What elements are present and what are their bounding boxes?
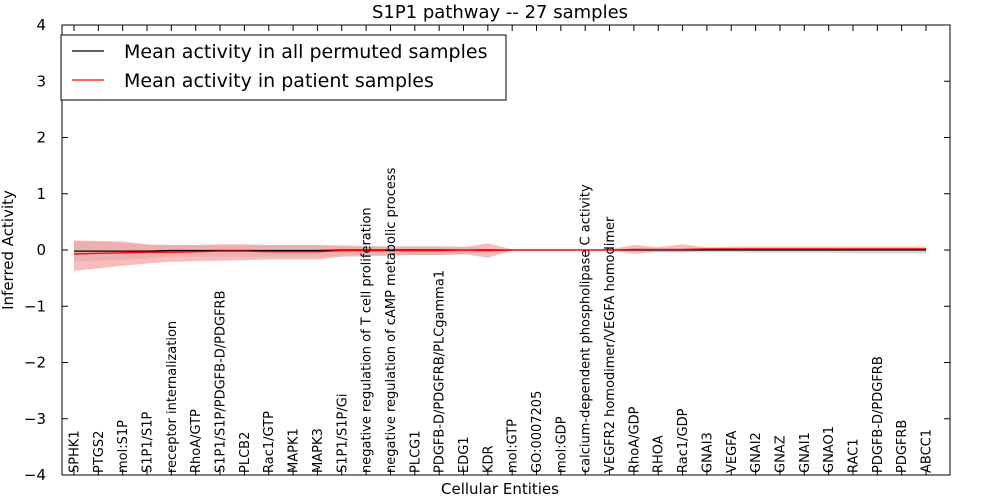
legend-label-patient: Mean activity in patient samples [124, 70, 434, 92]
x-tick-label: GNAZ [773, 435, 788, 473]
x-tick-label: VEGFR2 homodimer/VEGFA homodimer [603, 216, 618, 473]
x-tick-label: ABCC1 [920, 429, 935, 473]
x-tick-label: negative regulation of cAMP metabolic pr… [384, 167, 399, 473]
x-tick-label: RhoA/GTP [189, 409, 204, 473]
x-tick-label: PDGFB-D/PDGFRB [871, 356, 886, 473]
x-tick-label: S1P1/S1P/Gi [335, 394, 350, 473]
legend-label-permuted: Mean activity in all permuted samples [124, 41, 487, 63]
band-patient [74, 240, 926, 271]
x-tick-label: calcium-dependent phospholipase C activi… [579, 184, 594, 473]
x-tick-label: RhoA/GDP [627, 406, 642, 473]
x-tick-label: mol:S1P [116, 420, 131, 473]
x-axis-title: Cellular Entities [441, 480, 559, 498]
x-tick-label: Rac1/GDP [676, 408, 691, 473]
series-lines [73, 248, 926, 255]
y-tick-label: −2 [24, 354, 46, 372]
x-tick-label: PLCB2 [238, 432, 253, 473]
x-tick-label: GNAI3 [700, 432, 715, 473]
x-tick-label: negative regulation of T cell proliferat… [360, 207, 375, 473]
x-tick-label: mol:GTP [506, 419, 521, 473]
x-tick-label: MAPK3 [311, 428, 326, 473]
x-tick-label: SPHK1 [68, 430, 83, 473]
x-tick-label: EDG1 [457, 436, 472, 473]
x-tick-label: RAC1 [846, 438, 861, 473]
x-tick-label: PDGFRB [895, 420, 910, 473]
y-axis-title: Inferred Activity [0, 190, 17, 310]
confidence-bands [74, 240, 926, 271]
x-tick-label: S1P1/S1P/PDGFB-D/PDGFRB [214, 290, 229, 473]
x-tick-label: GNAO1 [822, 426, 837, 473]
x-tick-label: mol:GDP [554, 416, 569, 473]
legend: Mean activity in all permuted samples Me… [60, 34, 507, 101]
x-tick-label: GO:0007205 [530, 391, 545, 473]
x-tick-label: receptor internalization [165, 321, 180, 473]
x-axis: SPHK1 PTGS2 mol:S1P S1P1/S1P receptor intern… [68, 25, 935, 475]
x-tick-label: KDR [481, 445, 496, 473]
line-patient [73, 248, 926, 255]
chart-title: S1P1 pathway -- 27 samples [372, 2, 628, 23]
x-tick-label: MAPK1 [287, 428, 302, 473]
y-tick-label: 3 [36, 72, 46, 90]
x-tick-label: GNAI1 [798, 432, 813, 473]
y-axis: 4 3 2 1 0 −1 −2 −3 −4 [24, 16, 950, 484]
y-tick-label: 0 [36, 241, 46, 259]
y-tick-label: 4 [36, 16, 46, 34]
x-tick-label: PTGS2 [92, 431, 107, 473]
x-tick-label: VEGFA [725, 431, 740, 473]
x-tick-label: GNAI2 [749, 432, 764, 473]
x-tick-label: S1P1/S1P [141, 411, 156, 473]
y-tick-label: −3 [24, 410, 46, 428]
y-tick-label: −1 [24, 297, 46, 315]
x-tick-label: RHOA [652, 435, 667, 473]
legend-box [60, 34, 507, 101]
x-tick-label: Rac1/GTP [262, 411, 277, 473]
x-tick-label: PLCG1 [408, 430, 423, 473]
y-tick-label: 1 [36, 185, 46, 203]
y-tick-label: −4 [24, 466, 46, 484]
x-tick-label: PDGFB-D/PDGFRB/PLCgamma1 [433, 270, 448, 473]
y-tick-label: 2 [36, 129, 46, 147]
